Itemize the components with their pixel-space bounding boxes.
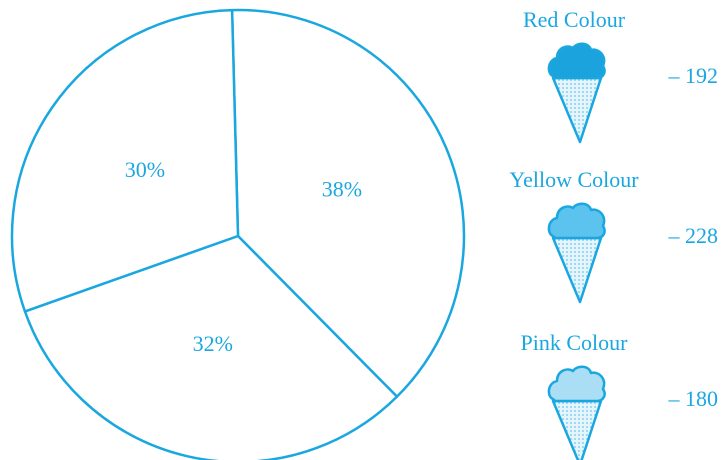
legend-label: Red Colour	[523, 7, 626, 32]
cone	[551, 399, 603, 460]
legend-count: – 180	[668, 386, 719, 411]
scoop	[547, 365, 606, 403]
ice-cream-icon	[547, 42, 606, 144]
cone	[551, 76, 603, 144]
ice-cream-icon	[547, 365, 606, 460]
pie-slice	[230, 8, 466, 398]
slice-label: 30%	[125, 157, 165, 182]
ice-cream-icon	[547, 202, 606, 304]
scoop	[547, 42, 606, 80]
pie-slice	[10, 8, 240, 313]
legend-label: Pink Colour	[521, 330, 629, 355]
cone	[551, 236, 603, 304]
slice-label: 38%	[322, 177, 362, 202]
scoop	[547, 202, 606, 240]
slice-label: 32%	[193, 331, 233, 356]
legend-label: Yellow Colour	[509, 167, 639, 192]
pie-slice	[23, 234, 399, 460]
legend-count: – 192	[668, 63, 719, 88]
legend-count: – 228	[668, 223, 719, 248]
